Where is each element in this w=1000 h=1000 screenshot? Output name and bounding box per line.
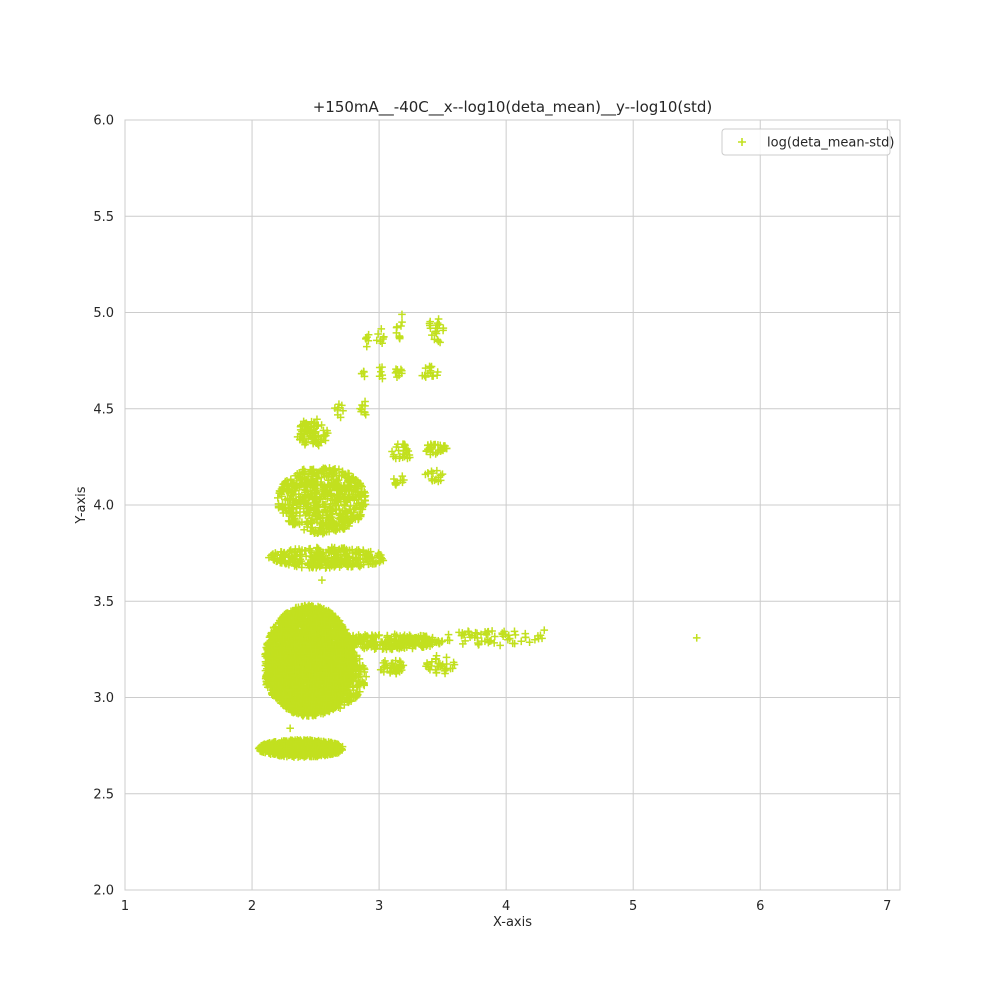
- data-point: [266, 750, 275, 758]
- data-point: [295, 746, 303, 755]
- x-tick-label: 6: [756, 899, 764, 914]
- y-tick-label: 3.5: [93, 595, 114, 610]
- data-point: [287, 738, 295, 746]
- data-point: [294, 737, 302, 746]
- grid: [124, 119, 900, 891]
- data-point: [263, 746, 272, 754]
- x-tick-label: 4: [502, 899, 510, 914]
- data-points: [254, 310, 701, 761]
- data-point: [303, 744, 312, 752]
- data-point: [275, 748, 284, 756]
- data-point: [311, 747, 320, 755]
- data-point: [445, 636, 454, 645]
- data-point: [299, 751, 308, 759]
- data-point: [268, 741, 277, 749]
- x-tick-label: 1: [121, 899, 129, 914]
- x-tick-label: 7: [883, 899, 891, 914]
- data-point: [270, 746, 278, 755]
- series-points: [254, 310, 701, 761]
- x-tick-label: 5: [629, 899, 637, 914]
- data-point: [510, 627, 519, 636]
- data-point: [330, 747, 339, 756]
- y-tick-label: 6.0: [93, 114, 114, 129]
- data-point: [277, 737, 286, 746]
- y-tick-label: 2.0: [93, 884, 114, 899]
- data-point: [442, 653, 451, 662]
- y-tick-label: 4.0: [93, 499, 114, 514]
- data-point: [314, 737, 323, 746]
- data-point: [280, 749, 289, 758]
- y-tick-label: 5.5: [93, 210, 114, 225]
- data-point: [282, 744, 291, 753]
- data-point: [304, 740, 313, 749]
- data-point: [272, 622, 280, 631]
- data-point: [444, 630, 453, 639]
- data-point: [256, 745, 265, 754]
- y-tick-label: 2.5: [93, 787, 114, 802]
- data-point: [517, 637, 526, 646]
- x-tick-label: 3: [375, 899, 383, 914]
- data-point: [262, 747, 271, 755]
- data-point: [265, 739, 273, 748]
- tick-labels: 1 2 3 4 5 6 7 2.0 2.5 3.0 3.5 4.0 4.5 5.0 5.5 6.0: [93, 114, 891, 915]
- y-tick-label: 3.0: [93, 691, 114, 706]
- data-point: [263, 639, 272, 648]
- x-tick-label: 2: [248, 899, 256, 914]
- data-point: [276, 618, 285, 626]
- y-tick-label: 5.0: [93, 306, 114, 321]
- data-point: [332, 742, 341, 750]
- y-tick-label: 4.5: [93, 402, 114, 417]
- data-point: [291, 751, 299, 759]
- data-point: [511, 631, 520, 639]
- data-point: [521, 633, 530, 642]
- data-point: [271, 745, 280, 754]
- data-point: [317, 750, 325, 759]
- data-point: [334, 746, 343, 755]
- data-point: [325, 742, 334, 751]
